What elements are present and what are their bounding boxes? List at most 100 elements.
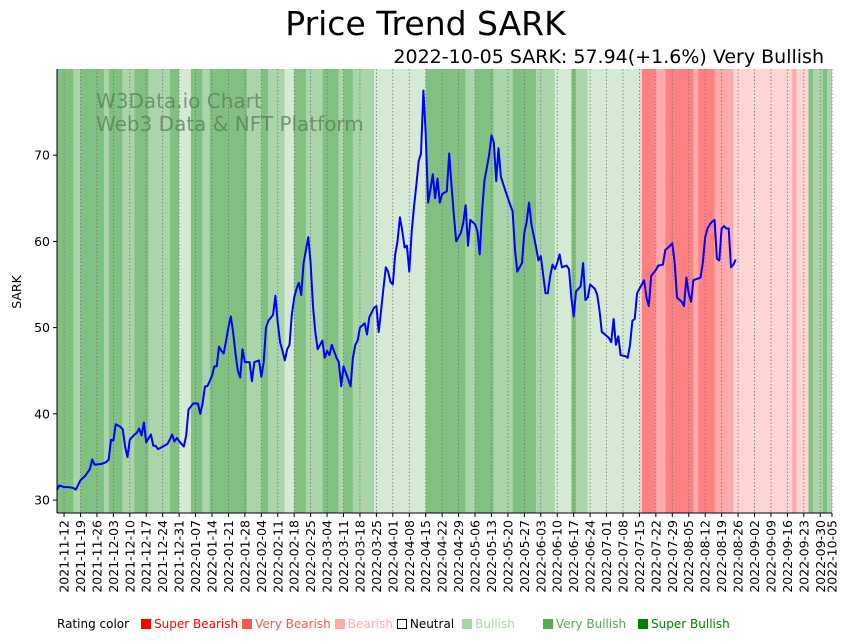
rating-band-very-bullish bbox=[808, 69, 814, 513]
x-tick-label: 2022-02-25 bbox=[303, 520, 318, 593]
x-tick-label: 2022-06-03 bbox=[533, 520, 548, 593]
rating-band-very-bullish bbox=[822, 69, 828, 513]
rating-band-bullish bbox=[122, 69, 135, 513]
legend-label: Very Bullish bbox=[555, 617, 627, 631]
legend-label: Bearish bbox=[347, 617, 393, 631]
x-tick-label: 2022-07-01 bbox=[599, 520, 614, 593]
watermark: W3Data.io Chart Web3 Data & NFT Platform bbox=[96, 89, 364, 136]
legend-swatch bbox=[242, 619, 253, 629]
x-tick-label: 2022-03-11 bbox=[336, 520, 351, 593]
rating-band-very-bullish bbox=[475, 69, 494, 513]
y-tick-label: 50 bbox=[34, 320, 50, 335]
y-tick-label: 60 bbox=[34, 234, 50, 249]
x-tick-label: 2022-07-29 bbox=[665, 520, 680, 593]
legend-swatch bbox=[542, 619, 553, 629]
x-tick-label: 2022-04-01 bbox=[385, 520, 400, 593]
watermark-line-2: Web3 Data & NFT Platform bbox=[96, 112, 364, 136]
x-tick-label: 2022-01-28 bbox=[237, 520, 252, 593]
legend-item-bearish: Bearish bbox=[334, 617, 393, 631]
x-axis-ticks: 2021-11-12 2021-11-19 2021-11-26 2021-12-03… bbox=[57, 513, 840, 593]
rating-band-bullish bbox=[465, 69, 476, 513]
x-tick-label: 2022-05-06 bbox=[468, 520, 483, 593]
rating-band-neutral-bullish bbox=[554, 69, 572, 513]
rating-band-bullish bbox=[148, 69, 170, 513]
y-axis-label: SARK bbox=[9, 274, 24, 308]
legend-label: Super Bullish bbox=[651, 617, 730, 631]
rating-band-neutral-bullish bbox=[284, 69, 295, 513]
rating-band-bullish bbox=[202, 69, 210, 513]
rating-band-neutral-bullish bbox=[374, 69, 426, 513]
x-tick-label: 2022-05-13 bbox=[484, 520, 499, 593]
rating-band-bullish bbox=[813, 69, 823, 513]
rating-band-bearish bbox=[693, 69, 699, 513]
rating-band-very-bearish bbox=[641, 69, 656, 513]
rating-band-very-bullish bbox=[322, 69, 339, 513]
rating-band-very-bullish bbox=[108, 69, 123, 513]
rating-band-very-bullish bbox=[57, 69, 74, 513]
rating-band-neutral-bearish bbox=[796, 69, 809, 513]
x-tick-label: 2022-04-08 bbox=[402, 520, 417, 593]
x-tick-label: 2022-09-30 bbox=[813, 520, 828, 593]
rating-band-bullish bbox=[305, 69, 323, 513]
x-tick-label: 2022-04-22 bbox=[435, 520, 450, 593]
y-tick-label: 30 bbox=[34, 493, 50, 508]
x-tick-label: 2022-01-21 bbox=[221, 520, 236, 593]
legend-item-very-bullish: Very Bullish bbox=[542, 617, 627, 631]
x-tick-label: 2022-04-29 bbox=[451, 520, 466, 593]
x-tick-label: 2022-09-23 bbox=[796, 520, 811, 593]
rating-band-bullish bbox=[493, 69, 513, 513]
x-tick-label: 2022-08-19 bbox=[714, 520, 729, 593]
x-tick-label: 2022-01-14 bbox=[205, 520, 220, 593]
x-tick-label: 2022-09-09 bbox=[763, 520, 778, 593]
x-tick-label: 2022-08-12 bbox=[698, 520, 713, 593]
x-tick-label: 2021-11-12 bbox=[57, 520, 72, 593]
rating-band-very-bearish bbox=[698, 69, 715, 513]
legend-label: Neutral bbox=[409, 617, 455, 631]
legend-item-bullish: Bullish bbox=[462, 617, 515, 631]
x-tick-label: 2022-06-10 bbox=[550, 520, 565, 593]
x-tick-label: 2021-12-10 bbox=[122, 520, 137, 593]
rating-band-neutral-bearish bbox=[733, 69, 793, 513]
x-tick-label: 2021-12-31 bbox=[172, 520, 187, 593]
x-tick-label: 2022-07-08 bbox=[615, 520, 630, 593]
x-tick-label: 2022-09-02 bbox=[747, 520, 762, 593]
legend-item-super-bearish: Super Bearish bbox=[141, 617, 238, 631]
x-tick-label: 2021-12-03 bbox=[106, 520, 121, 593]
legend-item-very-bearish: Very Bearish bbox=[242, 617, 331, 631]
rating-band-very-bullish bbox=[169, 69, 180, 513]
rating-band-very-bullish bbox=[190, 69, 203, 513]
legend-title: Rating color bbox=[57, 617, 130, 631]
x-tick-label: 2022-02-11 bbox=[270, 520, 285, 593]
rating-band-bullish bbox=[73, 69, 81, 513]
x-tick-label: 2022-06-24 bbox=[583, 520, 598, 593]
chart-title: Price Trend SARK bbox=[285, 4, 566, 43]
rating-band-bearish bbox=[792, 69, 797, 513]
rating-band-bullish bbox=[576, 69, 588, 513]
rating-band-bearish bbox=[655, 69, 666, 513]
axes bbox=[56, 69, 832, 514]
x-tick-label: 2022-03-04 bbox=[320, 520, 335, 593]
x-tick-label: 2021-12-17 bbox=[139, 520, 154, 593]
legend-swatch bbox=[334, 619, 345, 629]
price-line bbox=[56, 89, 737, 491]
x-tick-label: 2022-02-18 bbox=[287, 520, 302, 593]
x-tick-label: 2022-03-25 bbox=[369, 520, 384, 593]
rating-band-bullish bbox=[352, 69, 375, 513]
x-tick-label: 2021-11-26 bbox=[89, 520, 104, 593]
y-tick-label: 70 bbox=[34, 148, 50, 163]
rating-band-very-bullish bbox=[343, 69, 353, 513]
rating-band-bearish bbox=[714, 69, 734, 513]
rating-band-very-bullish bbox=[80, 69, 104, 513]
rating-band-bullish bbox=[827, 69, 832, 513]
legend-swatch bbox=[141, 619, 152, 629]
rating-band-bullish bbox=[338, 69, 344, 513]
legend-label: Super Bearish bbox=[154, 617, 239, 631]
rating-band-neutral-bearish bbox=[639, 69, 642, 513]
rating-band-neutral-bullish bbox=[179, 69, 191, 513]
x-tick-label: 2021-12-24 bbox=[155, 520, 170, 593]
vertical-gridlines bbox=[63, 69, 833, 513]
x-tick-label: 2022-09-16 bbox=[780, 520, 795, 593]
x-tick-label: 2022-02-04 bbox=[254, 520, 269, 593]
x-tick-label: 2022-07-15 bbox=[632, 520, 647, 593]
